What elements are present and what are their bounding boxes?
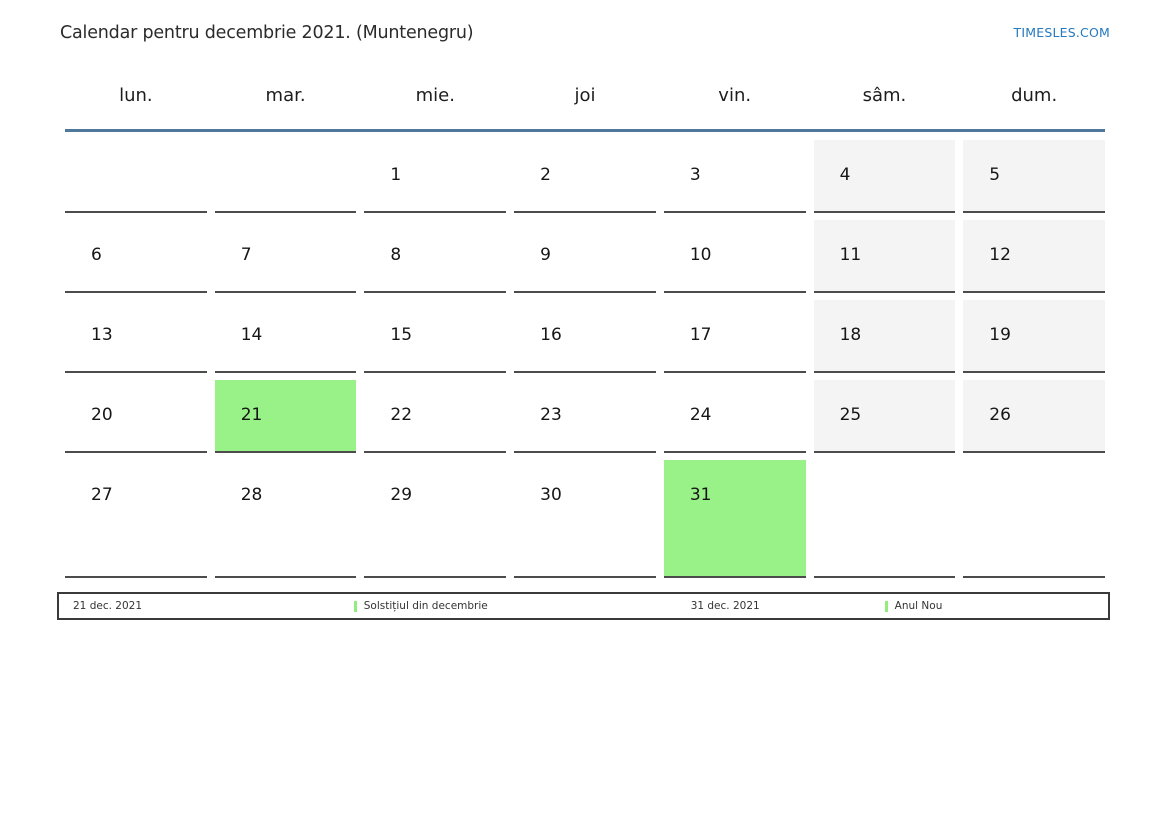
day-cell-17: 17 [663, 300, 806, 373]
day-number: 15 [390, 325, 413, 345]
day-cell-2: 2 [514, 140, 656, 213]
day-number: 17 [689, 325, 712, 345]
day-number: 14 [240, 325, 263, 345]
day-cell-23: 23 [514, 380, 656, 453]
empty-cell [813, 460, 956, 578]
day-cell-27: 27 [65, 460, 207, 578]
day-cell-12: 12 [963, 220, 1105, 293]
day-number: 4 [839, 165, 851, 185]
day-number: 11 [839, 245, 862, 265]
calendar-grid: 1 2 3 4 5 6 7 8 9 10 11 12 13 14 15 16 17 18 19 20 21 22 23 24 2… [65, 140, 1105, 578]
day-number: 24 [689, 405, 712, 425]
day-number: 1 [390, 165, 402, 185]
day-number: 18 [839, 325, 862, 345]
legend-event-1-label: Solstițiul din decembrie [363, 600, 488, 612]
day-number: 19 [989, 325, 1011, 345]
day-number: 29 [390, 485, 413, 505]
day-cell-13: 13 [65, 300, 207, 373]
weekday-lun: lun. [119, 85, 153, 106]
day-cell-4: 4 [813, 140, 956, 213]
day-cell-18: 18 [813, 300, 956, 373]
day-number: 7 [240, 245, 252, 265]
day-cell-22: 22 [364, 380, 507, 453]
day-cell-21: 21 [214, 380, 357, 453]
day-number: 30 [540, 485, 562, 505]
day-cell-16: 16 [514, 300, 656, 373]
day-cell-8: 8 [364, 220, 507, 293]
legend-event-2: Anul Nou [884, 600, 1094, 612]
header-underline [65, 129, 1105, 132]
day-cell-31: 31 [663, 460, 806, 578]
day-cell-7: 7 [214, 220, 357, 293]
empty-cell [214, 140, 357, 213]
day-cell-28: 28 [214, 460, 357, 578]
day-cell-29: 29 [364, 460, 507, 578]
day-number: 27 [91, 485, 113, 505]
weekday-header-row: lun. mar. mie. joi vin. sâm. dum. [65, 85, 1105, 106]
day-number: 20 [91, 405, 113, 425]
weekday-vin: vin. [718, 85, 752, 106]
timesles-site-link[interactable]: TIMESLES.COM [1013, 25, 1110, 40]
day-number: 6 [91, 245, 102, 265]
weekday-sam: sâm. [862, 85, 907, 106]
weekday-mie: mie. [415, 85, 455, 106]
holiday-marker-icon [353, 600, 357, 612]
day-number: 10 [689, 245, 712, 265]
day-number: 9 [540, 245, 551, 265]
legend-event-1: Solstițiul din decembrie [353, 600, 691, 612]
day-number: 16 [540, 325, 562, 345]
weekday-dum: dum. [1011, 85, 1058, 106]
day-number: 23 [540, 405, 562, 425]
day-cell-15: 15 [364, 300, 507, 373]
legend-bar: 21 dec. 2021 Solstițiul din decembrie 31… [57, 592, 1110, 620]
day-cell-14: 14 [214, 300, 357, 373]
legend-event-2-label: Anul Nou [894, 600, 943, 612]
holiday-marker-icon [884, 600, 888, 612]
legend-date-2: 31 dec. 2021 [690, 600, 760, 612]
day-cell-6: 6 [65, 220, 207, 293]
weekday-mar: mar. [265, 85, 306, 106]
page-title: Calendar pentru decembrie 2021. (Muntene… [60, 23, 474, 43]
weekday-joi: joi [574, 85, 596, 106]
day-cell-19: 19 [963, 300, 1105, 373]
day-number: 5 [989, 165, 1001, 185]
day-number: 13 [91, 325, 113, 345]
day-number: 25 [839, 405, 862, 425]
day-cell-24: 24 [663, 380, 806, 453]
day-cell-10: 10 [663, 220, 806, 293]
day-cell-30: 30 [514, 460, 656, 578]
day-cell-1: 1 [364, 140, 507, 213]
day-number: 2 [540, 165, 551, 185]
legend-date-1: 21 dec. 2021 [73, 600, 142, 612]
empty-cell [65, 140, 207, 213]
day-cell-11: 11 [813, 220, 956, 293]
day-cell-25: 25 [813, 380, 956, 453]
day-number: 8 [390, 245, 402, 265]
day-number: 12 [989, 245, 1011, 265]
day-cell-5: 5 [963, 140, 1105, 213]
day-number: 21 [240, 405, 263, 425]
day-number: 28 [240, 485, 263, 505]
day-number: 31 [689, 485, 712, 505]
day-cell-20: 20 [65, 380, 207, 453]
day-cell-26: 26 [963, 380, 1105, 453]
day-number: 26 [989, 405, 1011, 425]
day-number: 3 [689, 165, 701, 185]
day-number: 22 [390, 405, 413, 425]
day-cell-9: 9 [514, 220, 656, 293]
day-cell-3: 3 [663, 140, 806, 213]
empty-cell [963, 460, 1105, 578]
